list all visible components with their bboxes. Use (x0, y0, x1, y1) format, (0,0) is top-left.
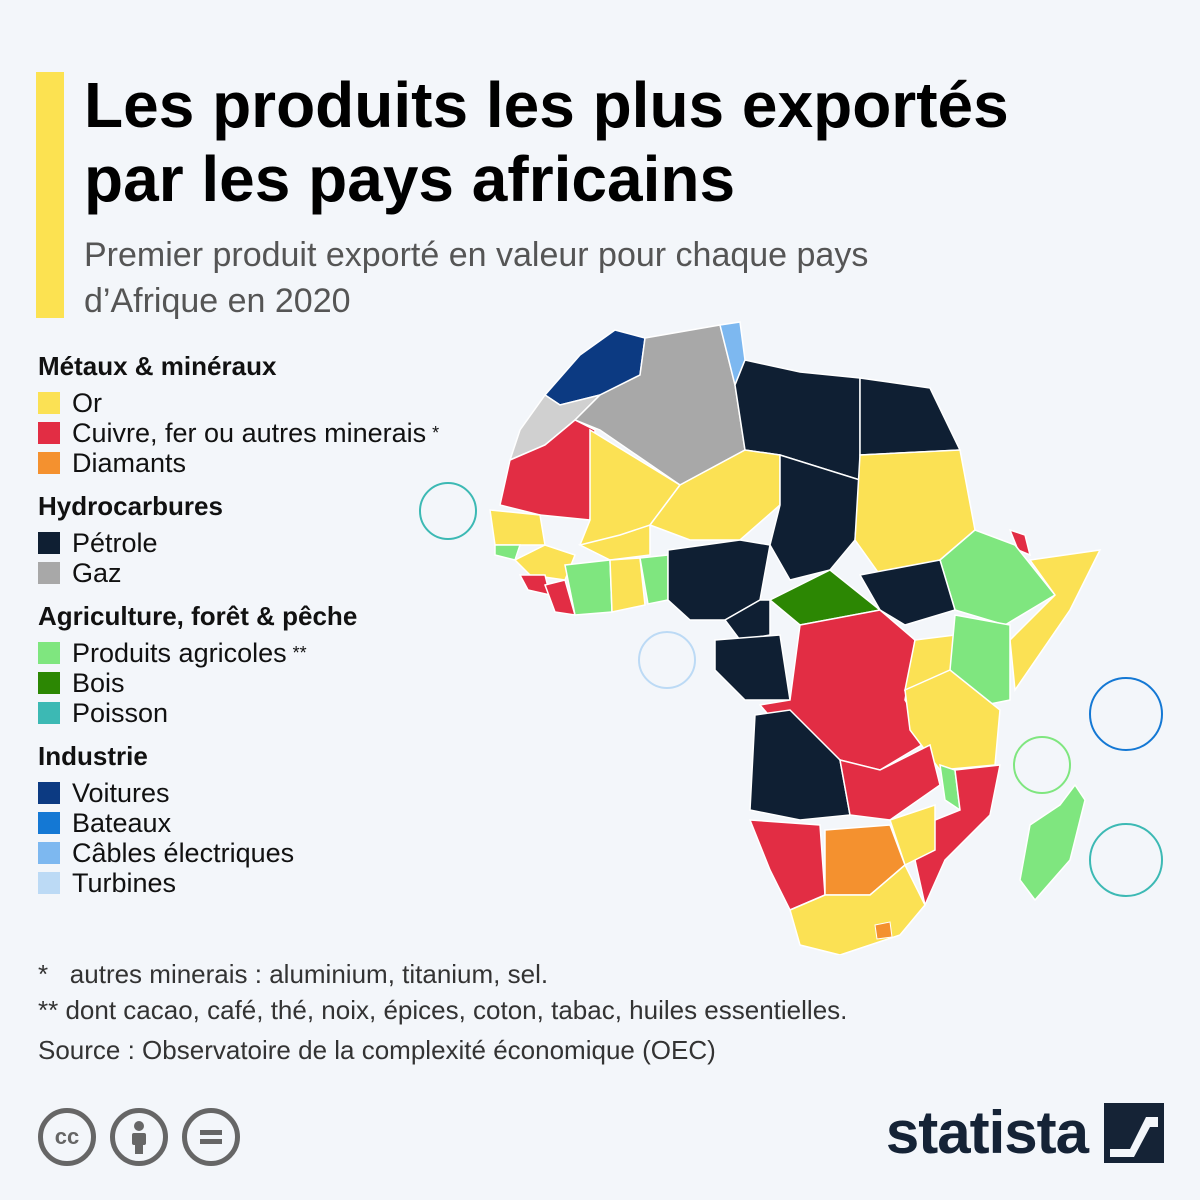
legend-group-title: Hydrocarbures (38, 491, 223, 521)
license-icons: cc (38, 1108, 240, 1166)
island-cape-verde (419, 482, 477, 540)
region-egypt (859, 377, 962, 456)
footnote-1: * autres minerais : aluminium, titanium,… (38, 956, 1138, 992)
legend-label: Bois (72, 667, 125, 698)
legend-group-hydrocarbures: Hydrocarbures Pétrole Gaz (38, 490, 508, 588)
region-senegal (489, 509, 546, 546)
accent-bar (36, 72, 64, 318)
legend-item-produits-agricoles: Produits agricoles ** (38, 638, 508, 668)
island-seychelles (1089, 677, 1163, 751)
legend-item-diamants: Diamants (38, 448, 508, 478)
region-guinea-bissau (494, 544, 522, 561)
page-title: Les produits les plus exportés par les p… (84, 68, 1164, 216)
africa-map (419, 321, 1163, 955)
legend-item-gaz: Gaz (38, 558, 508, 588)
legend-label: Poisson (72, 697, 169, 728)
island-mauritius (1089, 823, 1163, 897)
region-burkina-faso (577, 523, 651, 561)
swatch-produits-agricoles (38, 642, 60, 664)
legend-label: Turbines (72, 867, 177, 898)
legend-item-cuivre: Cuivre, fer ou autres minerais * (38, 418, 508, 448)
legend-note: * (432, 422, 440, 443)
region-ethiopia (939, 529, 1057, 626)
title-line-1: Les produits les plus exportés (84, 69, 1009, 141)
statista-logo[interactable]: statista (886, 1098, 1164, 1167)
legend-item-bois: Bois (38, 668, 508, 698)
region-namibia (748, 819, 826, 911)
footnote-1-mark: * (38, 959, 49, 989)
swatch-poisson (38, 702, 60, 724)
by-icon[interactable] (110, 1108, 168, 1166)
legend-item-bateaux: Bateaux (38, 808, 508, 838)
region-ghana (609, 557, 646, 613)
legend-group-title: Métaux & minéraux (38, 351, 277, 381)
region-zambia (839, 743, 941, 821)
swatch-cables (38, 842, 60, 864)
region-eritrea (1008, 528, 1032, 557)
title-line-2: par les pays africains (84, 143, 736, 215)
swatch-voitures (38, 782, 60, 804)
legend-group-title: Agriculture, forêt & pêche (38, 601, 358, 631)
subtitle-line-2: d’Afrique en 2020 (84, 282, 351, 320)
logo-text: statista (885, 1099, 1089, 1166)
subtitle: Premier produit exporté en valeur pour c… (84, 232, 1124, 324)
legend-item-or: Or (38, 388, 508, 418)
swatch-petrole (38, 532, 60, 554)
region-gabon-congo (714, 634, 791, 701)
legend-label: Pétrole (72, 527, 158, 558)
cc-icon[interactable]: cc (38, 1108, 96, 1166)
legend-label: Gaz (72, 557, 122, 588)
legend-group-title: Industrie (38, 741, 148, 771)
legend-item-poisson: Poisson (38, 698, 508, 728)
legend-label: Bateaux (72, 807, 172, 838)
legend-note: ** (292, 642, 307, 663)
footnote-1-text: autres minerais : aluminium, titanium, s… (69, 959, 549, 989)
island-sao-tome (638, 631, 696, 689)
legend-item-cables: Câbles électriques (38, 838, 508, 868)
legend-label: Produits agricoles (72, 637, 287, 668)
subtitle-line-1: Premier produit exporté en valeur pour c… (84, 236, 869, 274)
region-south-sudan (858, 559, 956, 626)
region-madagascar (1019, 783, 1086, 902)
island-comoros (1013, 736, 1071, 794)
legend-group-metaux: Métaux & minéraux Or Cuivre, fer ou autr… (38, 350, 508, 478)
swatch-gaz (38, 562, 60, 584)
legend-label: Or (72, 387, 102, 418)
region-niger (648, 449, 781, 541)
legend-item-turbines: Turbines (38, 868, 508, 898)
region-cameroon (723, 599, 771, 641)
nd-icon[interactable] (182, 1108, 240, 1166)
legend-item-petrole: Pétrole (38, 528, 508, 558)
legend-label: Voitures (72, 777, 170, 808)
swatch-bateaux (38, 812, 60, 834)
swatch-cuivre (38, 422, 60, 444)
legend: Métaux & minéraux Or Cuivre, fer ou autr… (38, 350, 508, 910)
legend-label: Câbles électriques (72, 837, 295, 868)
legend-group-agriculture: Agriculture, forêt & pêche Produits agri… (38, 600, 508, 728)
footnote-2: ** dont cacao, café, thé, noix, épices, … (38, 995, 848, 1025)
swatch-turbines (38, 872, 60, 894)
legend-group-industrie: Industrie Voitures Bateaux Câbles électr… (38, 740, 508, 898)
legend-item-voitures: Voitures (38, 778, 508, 808)
legend-label: Diamants (72, 447, 187, 478)
source-text: Source : Observatoire de la complexité é… (38, 1035, 716, 1065)
region-lesotho (874, 921, 893, 940)
footnotes: * autres minerais : aluminium, titanium,… (38, 956, 1138, 1068)
swatch-bois (38, 672, 60, 694)
swatch-or (38, 392, 60, 414)
statista-logo-icon (1104, 1102, 1164, 1163)
legend-label: Cuivre, fer ou autres minerais (72, 417, 427, 448)
swatch-diamants (38, 452, 60, 474)
region-somalia (1009, 549, 1102, 693)
